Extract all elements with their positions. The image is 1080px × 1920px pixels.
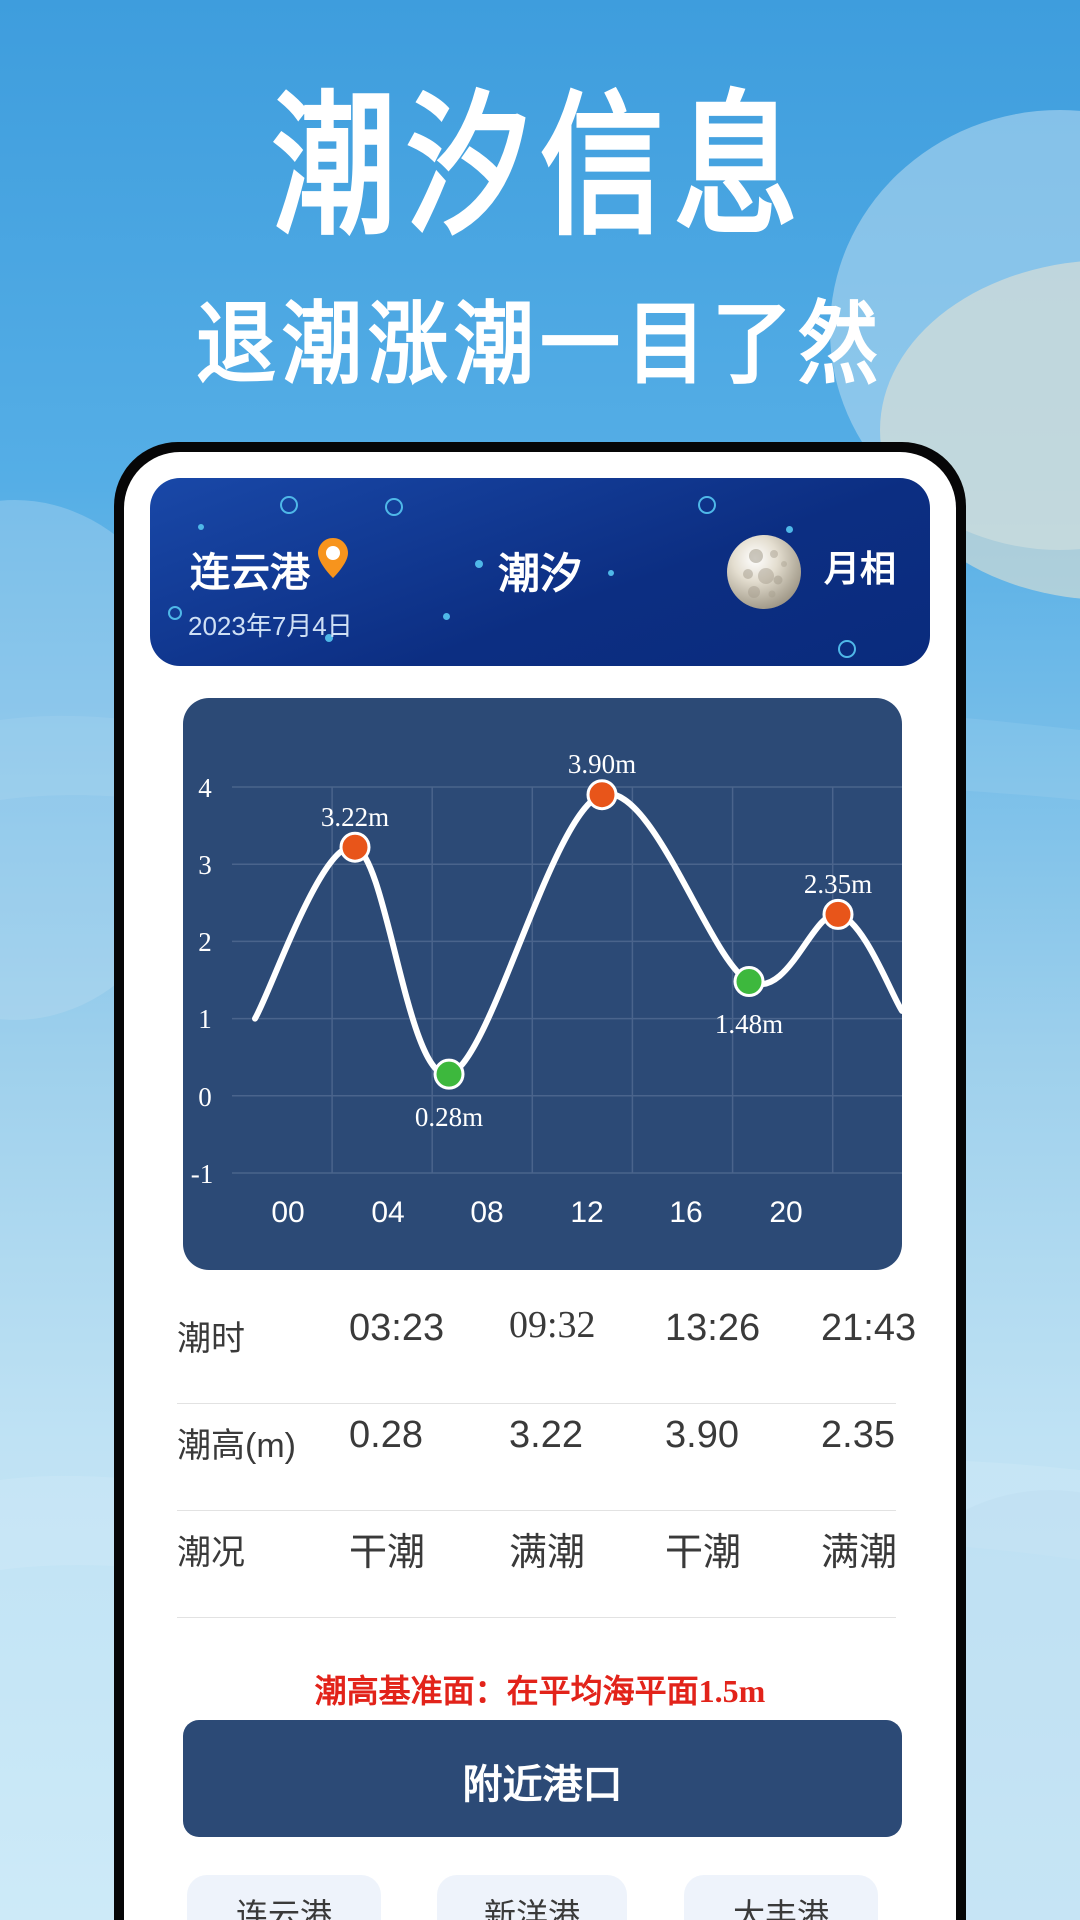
svg-text:08: 08	[470, 1196, 503, 1229]
svg-text:0: 0	[198, 1082, 212, 1112]
svg-text:-1: -1	[191, 1159, 214, 1189]
svg-text:0.28m: 0.28m	[415, 1102, 483, 1132]
svg-text:20: 20	[769, 1196, 802, 1229]
svg-text:1: 1	[198, 1004, 212, 1034]
svg-text:04: 04	[371, 1196, 404, 1229]
svg-text:00: 00	[271, 1196, 304, 1229]
svg-text:2: 2	[198, 927, 212, 957]
svg-text:3.22m: 3.22m	[321, 802, 389, 832]
svg-text:3: 3	[198, 850, 212, 880]
svg-text:4: 4	[198, 773, 212, 803]
svg-text:2.35m: 2.35m	[804, 869, 872, 899]
svg-text:1.48m: 1.48m	[715, 1009, 783, 1039]
svg-text:12: 12	[570, 1196, 603, 1229]
svg-text:3.90m: 3.90m	[568, 749, 636, 779]
svg-text:16: 16	[669, 1196, 702, 1229]
